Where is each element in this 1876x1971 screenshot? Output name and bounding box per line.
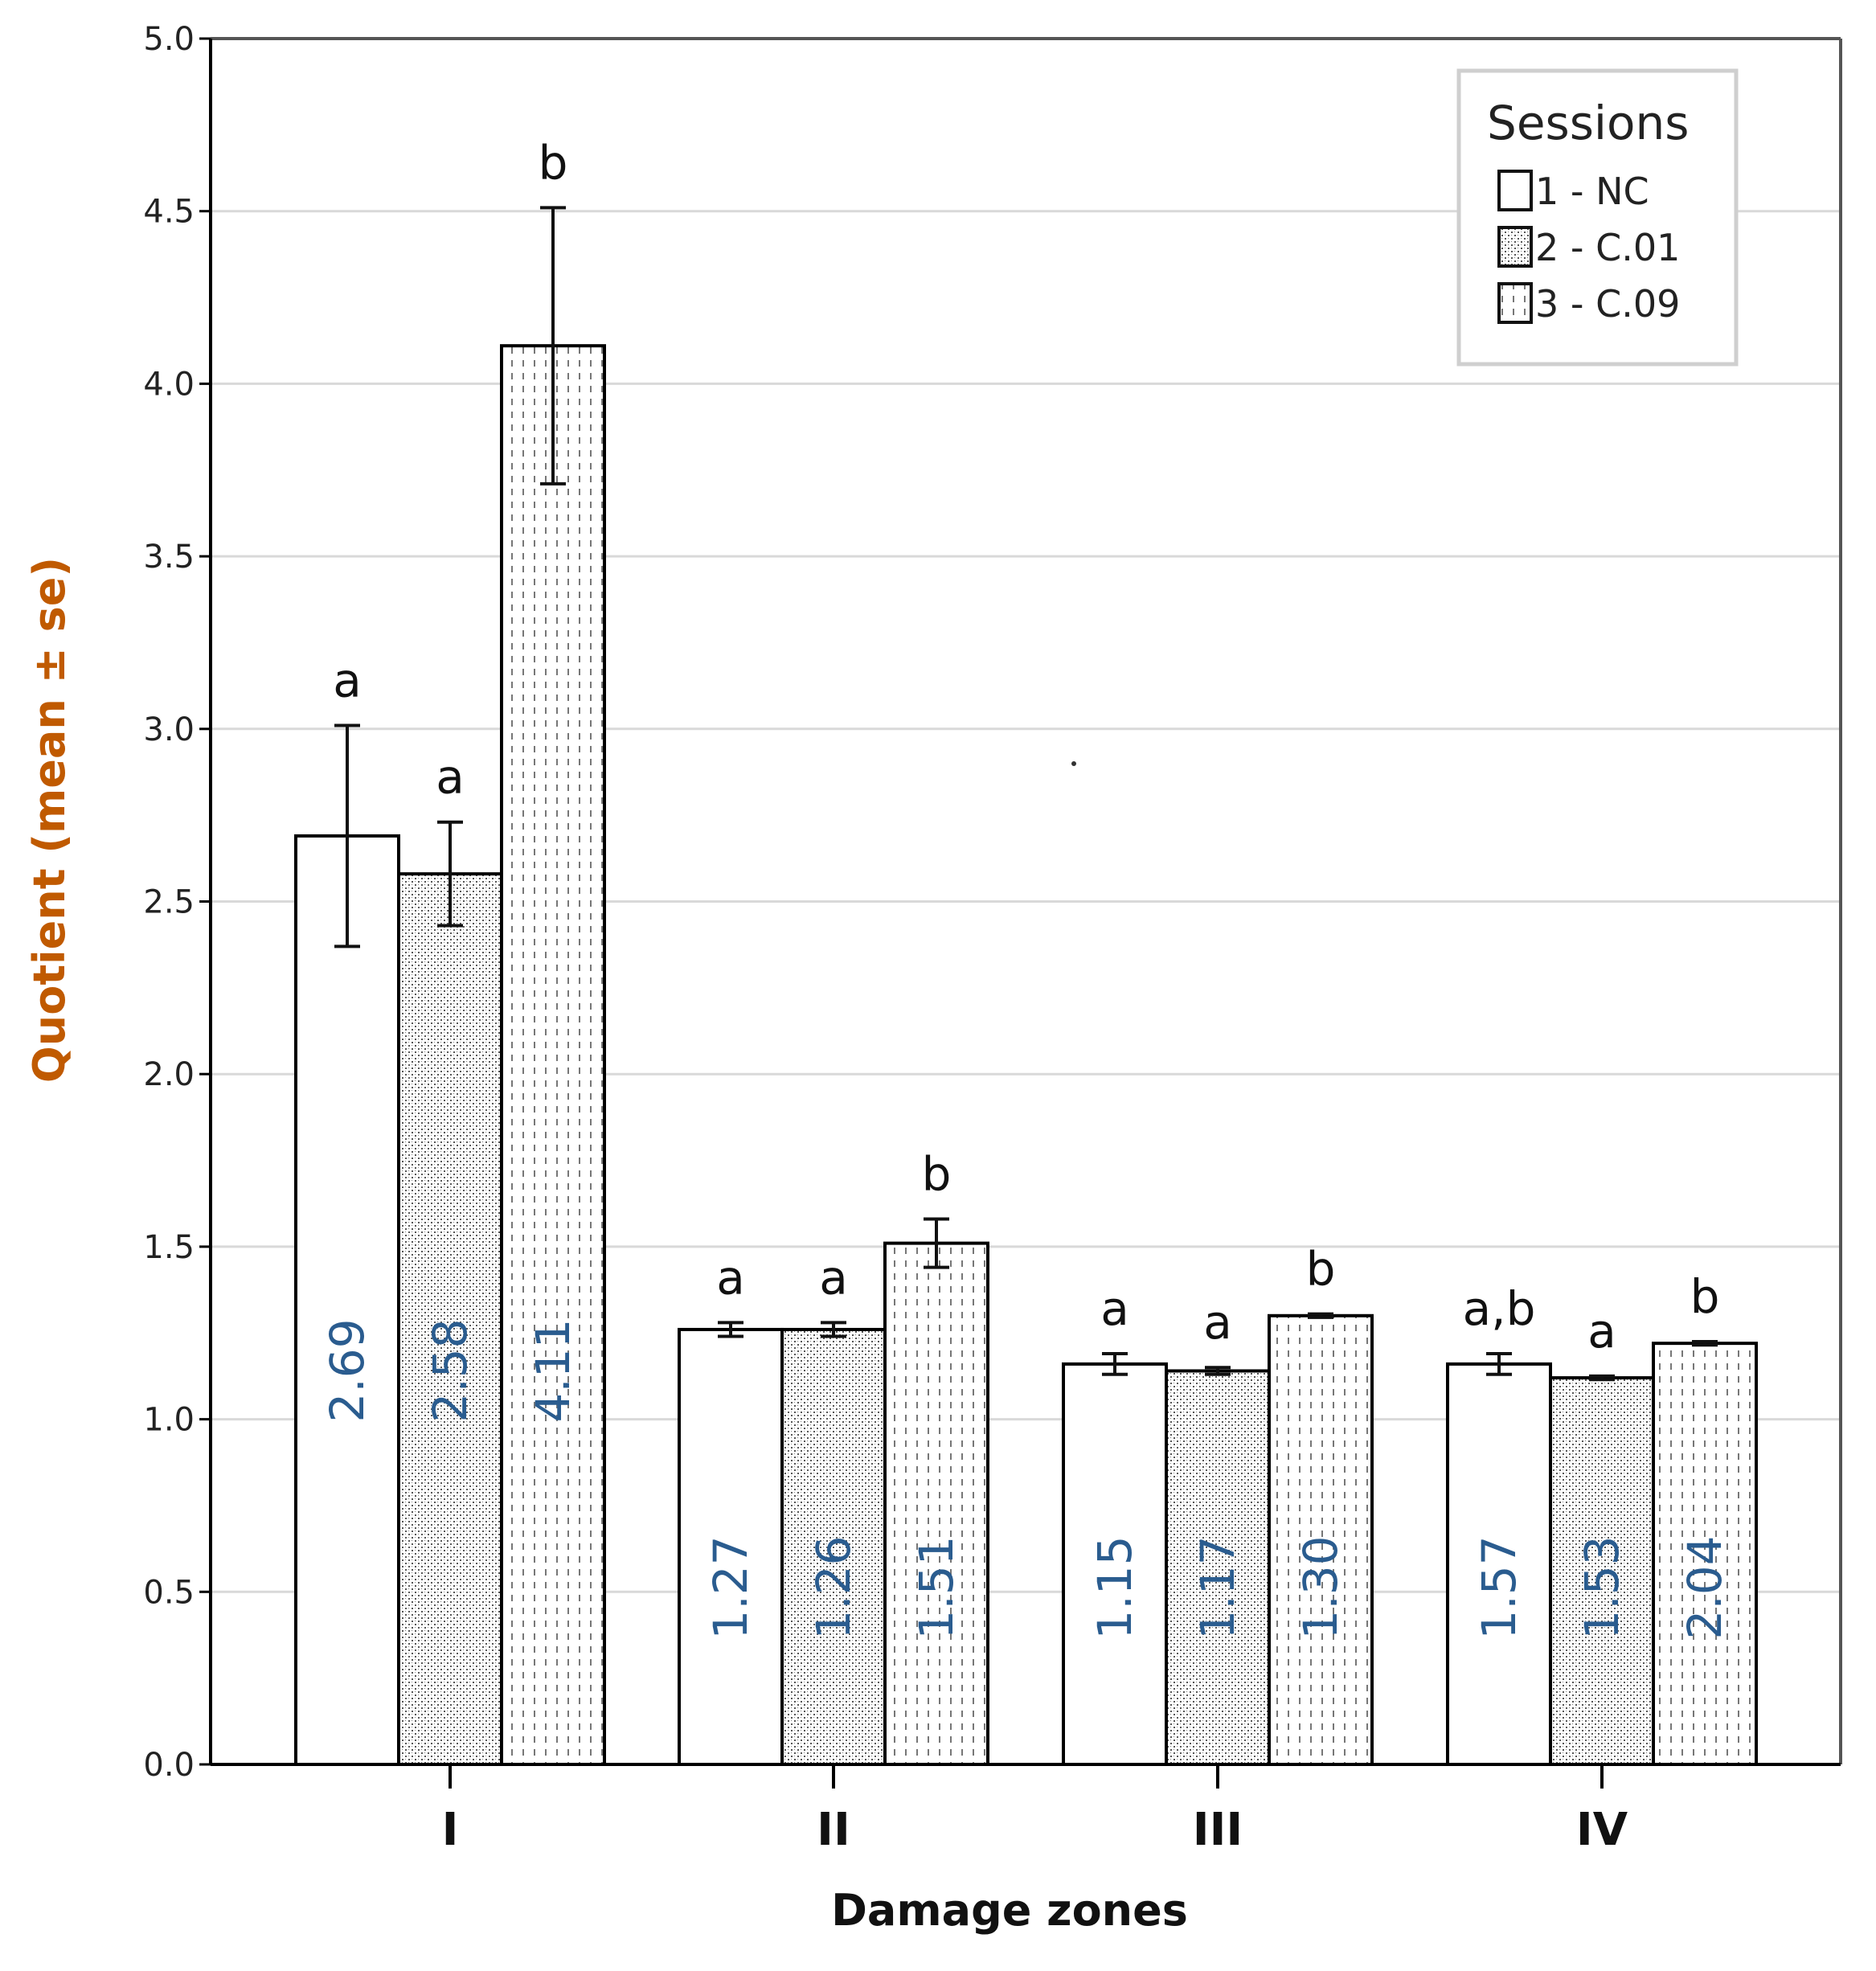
y-tick-label: 0.0: [143, 1747, 195, 1784]
y-tick-label: 1.0: [143, 1402, 195, 1439]
legend-swatch: [1497, 170, 1533, 211]
y-axis-title: Quotient (mean ± se): [24, 557, 75, 1083]
legend: Sessions 1 - NC 2 - C.01 3 - C.09: [1456, 68, 1739, 367]
x-tick-label: II: [817, 1804, 850, 1856]
legend-title: Sessions: [1487, 96, 1690, 150]
significance-letter: b: [539, 135, 568, 190]
bars: [294, 206, 1758, 1767]
x-axis-title: Damage zones: [831, 1885, 1188, 1936]
y-tick-label: 5.0: [143, 21, 195, 58]
significance-letter: a: [716, 1250, 745, 1305]
axes: 0.00.51.01.52.02.53.03.54.04.55.0I II III I…: [24, 21, 1842, 1936]
bar: [1549, 1376, 1655, 1767]
y-tick-label: 4.0: [143, 366, 195, 403]
bar: [883, 1241, 989, 1766]
bar-value-label: 1.30: [1293, 1535, 1348, 1639]
significance-letter: a: [436, 750, 465, 805]
labels: a 2.69 a 1.27 a 1.15 a,b 1.57 a 2.58 a 1.26 a 1.17 a 1.…: [320, 135, 1732, 1639]
bar-value-label: 1.17: [1190, 1535, 1245, 1639]
significance-letter: a: [1587, 1304, 1616, 1358]
legend-label: 2 - C.01: [1535, 226, 1680, 269]
x-tick-label: III: [1193, 1804, 1243, 1856]
significance-letter: a: [1100, 1281, 1129, 1336]
x-tick-label: IV: [1576, 1804, 1628, 1856]
y-tick-label: 3.0: [143, 711, 195, 748]
y-tick-label: 0.5: [143, 1574, 195, 1611]
y-tick-label: 4.5: [143, 194, 195, 231]
significance-letter: a: [1203, 1295, 1232, 1350]
significance-letter: b: [1690, 1269, 1720, 1324]
bar-value-label: 2.58: [423, 1318, 477, 1422]
bar-value-label: 1.15: [1088, 1535, 1142, 1639]
x-tick-label: I: [442, 1804, 459, 1856]
bar-value-label: 4.11: [526, 1318, 580, 1422]
bar: [1165, 1369, 1271, 1766]
significance-letter: b: [922, 1147, 952, 1202]
significance-letter: b: [1306, 1242, 1336, 1297]
bar-value-label: 1.51: [909, 1535, 964, 1639]
y-tick-label: 2.5: [143, 884, 195, 921]
bar-value-label: 1.53: [1575, 1535, 1629, 1639]
significance-letter: a: [333, 654, 362, 708]
legend-label: 3 - C.09: [1535, 282, 1680, 326]
bar: [1652, 1342, 1758, 1766]
bar-value-label: 1.26: [806, 1535, 861, 1639]
bar-value-label: 1.27: [703, 1535, 758, 1639]
stray-dot: [1071, 761, 1076, 766]
bar-value-label: 2.04: [1677, 1535, 1732, 1639]
legend-label: 1 - NC: [1535, 170, 1649, 213]
bar: [1446, 1362, 1552, 1766]
y-tick-label: 3.5: [143, 539, 195, 576]
bar-value-label: 2.69: [320, 1318, 375, 1422]
legend-swatch: [1497, 282, 1533, 324]
significance-letter: a: [819, 1250, 848, 1305]
y-tick-label: 2.0: [143, 1056, 195, 1093]
legend-swatch: [1497, 226, 1533, 268]
bar: [500, 344, 606, 1766]
y-tick-label: 1.5: [143, 1229, 195, 1266]
bar-value-label: 1.57: [1472, 1535, 1526, 1639]
bar: [294, 834, 400, 1766]
significance-letter: a,b: [1463, 1281, 1536, 1336]
